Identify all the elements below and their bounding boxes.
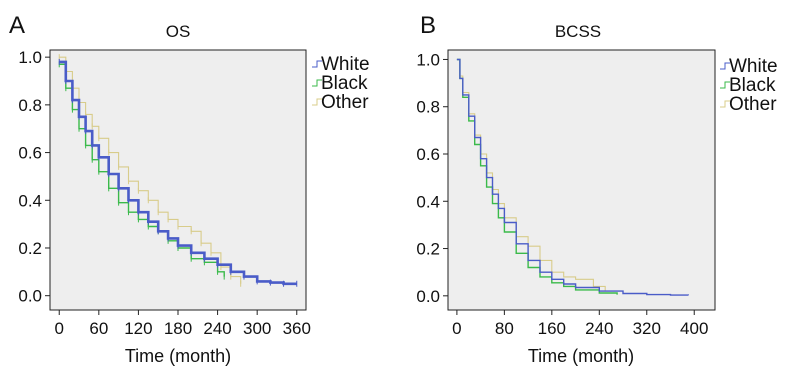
y-tick-label: 0.0	[18, 287, 42, 306]
y-tick-label: 0.6	[416, 145, 440, 164]
legend-label-black: Black	[321, 73, 368, 94]
legend-label-white: White	[321, 54, 370, 75]
panel-b-x-label: Time (month)	[528, 346, 634, 366]
panel-b-y-axis: 0.0 0.2 0.4 0.6 0.8 1.0	[416, 50, 448, 306]
y-tick-label: 0.4	[416, 192, 440, 211]
y-tick-label: 0.4	[18, 191, 42, 210]
panel-b-x-axis: 0 80 160 240 320 400	[452, 310, 708, 338]
panel-a-curves	[58, 54, 298, 287]
legend-label-other: Other	[729, 94, 777, 115]
x-tick-label: 240	[585, 319, 613, 338]
legend-swatch-other	[312, 98, 322, 106]
x-tick-label: 60	[89, 319, 108, 338]
y-tick-label: 0.6	[18, 144, 42, 163]
legend-label-white: White	[729, 56, 778, 77]
legend-swatch-white	[312, 60, 322, 68]
legend-label-other: Other	[321, 92, 369, 113]
x-tick-label: 0	[55, 319, 64, 338]
legend-label-black: Black	[729, 75, 776, 96]
y-tick-label: 0.2	[416, 240, 440, 259]
panel-b-curves	[456, 58, 689, 296]
y-tick-label: 0.0	[416, 287, 440, 306]
legend-swatch-black	[312, 79, 322, 87]
panel-b-plot-area	[447, 49, 716, 311]
y-tick-label: 0.2	[18, 239, 42, 258]
legend-swatch-black	[720, 81, 730, 89]
y-tick-label: 1.0	[18, 48, 42, 67]
panel-b-letter: B	[420, 12, 436, 39]
x-tick-label: 320	[633, 319, 661, 338]
x-tick-label: 80	[495, 319, 514, 338]
x-tick-label: 240	[203, 319, 231, 338]
panel-a-plot-area	[49, 49, 307, 311]
panel-a-x-axis: 0 60 120 180 240 300 360	[55, 310, 311, 338]
panel-a-title: OS	[166, 22, 191, 41]
x-tick-label: 0	[452, 319, 461, 338]
legend-swatch-other	[720, 100, 730, 108]
x-tick-label: 120	[124, 319, 152, 338]
panel-a-y-axis: 0.0 0.2 0.4 0.6 0.8 1.0	[18, 48, 50, 306]
y-tick-label: 0.8	[18, 96, 42, 115]
panel-b: B BCSS 0.0 0.2 0.4 0.6 0.8 1.0 0 80 160 240 320 40…	[416, 12, 777, 366]
x-tick-label: 400	[680, 319, 708, 338]
y-tick-label: 0.8	[416, 98, 440, 117]
x-tick-label: 180	[164, 319, 192, 338]
panel-a-letter: A	[9, 12, 25, 39]
panel-a-x-label: Time (month)	[125, 346, 231, 366]
panel-a: A OS 0.0 0.2 0.4 0.6 0.8 1.0 0 60 120 180 240 300 3…	[9, 12, 370, 366]
y-tick-label: 1.0	[416, 50, 440, 69]
panel-b-title: BCSS	[555, 22, 601, 41]
x-tick-label: 160	[538, 319, 566, 338]
legend-swatch-white	[720, 62, 730, 70]
x-tick-label: 300	[243, 319, 271, 338]
series-line-white	[456, 58, 689, 296]
x-tick-label: 360	[283, 319, 311, 338]
